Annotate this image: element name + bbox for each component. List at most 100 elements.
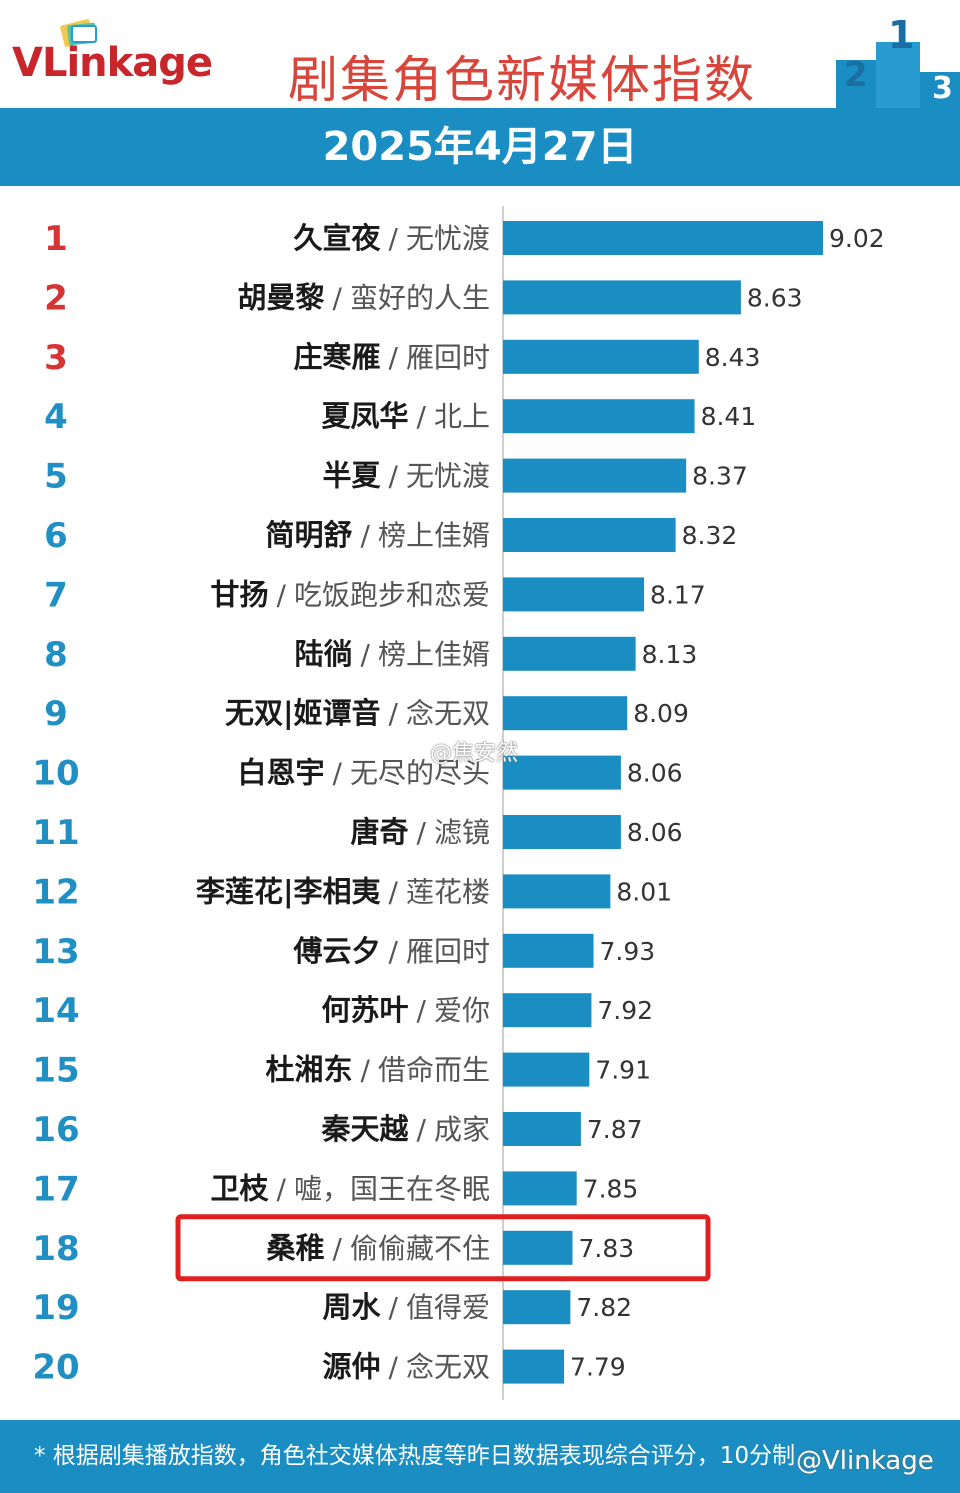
row-label: 庄寒雁 / 雁回时	[294, 340, 490, 374]
drama-title: 借命而生	[378, 1054, 490, 1087]
label-separator: /	[417, 994, 427, 1027]
row-label: 卫枝 / 嘘，国王在冬眠	[211, 1171, 490, 1205]
character-name: 陆徜	[295, 637, 353, 671]
rank-number: 13	[32, 932, 79, 972]
value-label: 7.79	[570, 1353, 626, 1382]
label-separator: /	[277, 578, 287, 611]
character-name: 简明舒	[266, 518, 353, 552]
character-name: 卫枝	[211, 1171, 270, 1205]
drama-title: 蛮好的人生	[350, 281, 490, 314]
drama-title: 滤镜	[434, 816, 490, 849]
logo-card-icon	[60, 19, 97, 47]
bar	[503, 577, 645, 612]
bar	[503, 696, 628, 731]
drama-title: 榜上佳婿	[378, 638, 490, 671]
date-label: 2025年4月27日	[322, 124, 638, 170]
drama-title: 北上	[434, 400, 490, 433]
bar	[503, 815, 621, 849]
value-label: 8.06	[627, 759, 683, 788]
row-label: 陆徜 / 榜上佳婿	[295, 637, 490, 671]
rank-number: 18	[32, 1229, 79, 1269]
drama-title: 成家	[434, 1113, 490, 1146]
row-label: 桑稚 / 偷偷藏不住	[267, 1231, 490, 1265]
value-label: 9.02	[829, 224, 885, 253]
label-separator: /	[389, 341, 399, 374]
character-name: 源仲	[323, 1350, 381, 1384]
value-label: 7.93	[600, 937, 656, 966]
bar	[503, 1171, 577, 1206]
rank-number: 14	[32, 991, 79, 1031]
bar	[503, 280, 741, 315]
row-label: 杜湘东 / 借命而生	[266, 1053, 490, 1087]
rank-number: 19	[32, 1288, 79, 1328]
footer-note: * 根据剧集播放指数，角色社交媒体热度等昨日数据表现综合评分，10分制	[34, 1443, 796, 1469]
bar	[503, 339, 699, 374]
label-separator: /	[389, 697, 399, 730]
character-name: 半夏	[323, 459, 382, 493]
row-label: 久宣夜 / 无忧渡	[294, 221, 490, 255]
drama-title: 偷偷藏不住	[350, 1232, 490, 1265]
label-separator: /	[361, 638, 371, 671]
bar	[503, 1112, 581, 1146]
ranking-bar-chart: 1 久宣夜 / 无忧渡 9.022 胡曼黎 / 蛮好的人生 8.633 庄寒雁 / 雁回时 8.434 夏…	[32, 206, 885, 1400]
bar	[503, 1290, 571, 1325]
label-separator: /	[389, 1351, 399, 1384]
row-label: 唐奇 / 滤镜	[351, 815, 490, 849]
label-separator: /	[361, 519, 371, 552]
logo: VLinkage	[12, 40, 213, 86]
rank-number: 10	[32, 754, 79, 794]
value-label: 8.41	[701, 402, 757, 431]
character-name: 桑稚	[267, 1231, 325, 1265]
value-label: 7.91	[595, 1056, 651, 1085]
character-name: 杜湘东	[266, 1053, 353, 1087]
row-label: 胡曼黎 / 蛮好的人生	[238, 280, 490, 314]
value-label: 7.82	[576, 1293, 632, 1322]
rank-number: 5	[44, 457, 68, 497]
value-label: 8.06	[627, 818, 683, 847]
character-name: 何苏叶	[322, 993, 409, 1027]
drama-title: 念无双	[406, 1351, 490, 1384]
footer-band	[0, 1420, 960, 1493]
label-separator: /	[333, 1232, 343, 1265]
rank-number: 6	[44, 516, 68, 556]
value-label: 8.43	[705, 343, 761, 372]
rank-number: 8	[44, 635, 68, 675]
rank-number: 15	[32, 1051, 79, 1091]
drama-title: 雁回时	[406, 935, 490, 968]
drama-title: 雁回时	[406, 341, 490, 374]
row-label: 傅云夕 / 雁回时	[293, 934, 490, 968]
watermark-center: @焦安然	[430, 741, 519, 766]
character-name: 夏凤华	[322, 399, 409, 433]
value-label: 8.09	[633, 699, 689, 728]
drama-title: 嘘，国王在冬眠	[294, 1172, 490, 1205]
bar	[503, 399, 695, 434]
highlight-box	[175, 1214, 711, 1282]
header: VLinkage 剧集角色新媒体指数 2 1 3	[0, 0, 960, 109]
row-label: 李莲花|李相夷 / 莲花楼	[196, 874, 490, 908]
drama-title: 值得爱	[406, 1291, 490, 1324]
label-separator: /	[389, 222, 399, 255]
rank-number: 4	[44, 397, 68, 437]
date-band	[0, 108, 960, 186]
bar	[503, 933, 594, 968]
row-label: 甘扬 / 吃饭跑步和恋爱	[211, 577, 490, 611]
value-label: 7.83	[578, 1234, 634, 1263]
label-separator: /	[333, 757, 343, 790]
bar	[503, 221, 823, 255]
value-label: 8.13	[642, 640, 698, 669]
bar	[503, 1052, 590, 1087]
row-label: 半夏 / 无忧渡	[323, 459, 490, 493]
label-separator: /	[417, 816, 427, 849]
bar	[503, 755, 621, 790]
character-name: 无双|姬谭音	[225, 696, 381, 730]
drama-title: 吃饭跑步和恋爱	[294, 578, 490, 611]
row-label: 白恩宇 / 无尽的尽头	[238, 756, 490, 790]
bar	[503, 1230, 573, 1265]
drama-title: 念无双	[406, 697, 490, 730]
row-label: 无双|姬谭音 / 念无双	[225, 696, 490, 730]
character-name: 白恩宇	[238, 756, 325, 790]
label-separator: /	[389, 460, 399, 493]
rank-number: 16	[32, 1110, 79, 1150]
value-label: 7.92	[597, 996, 653, 1025]
